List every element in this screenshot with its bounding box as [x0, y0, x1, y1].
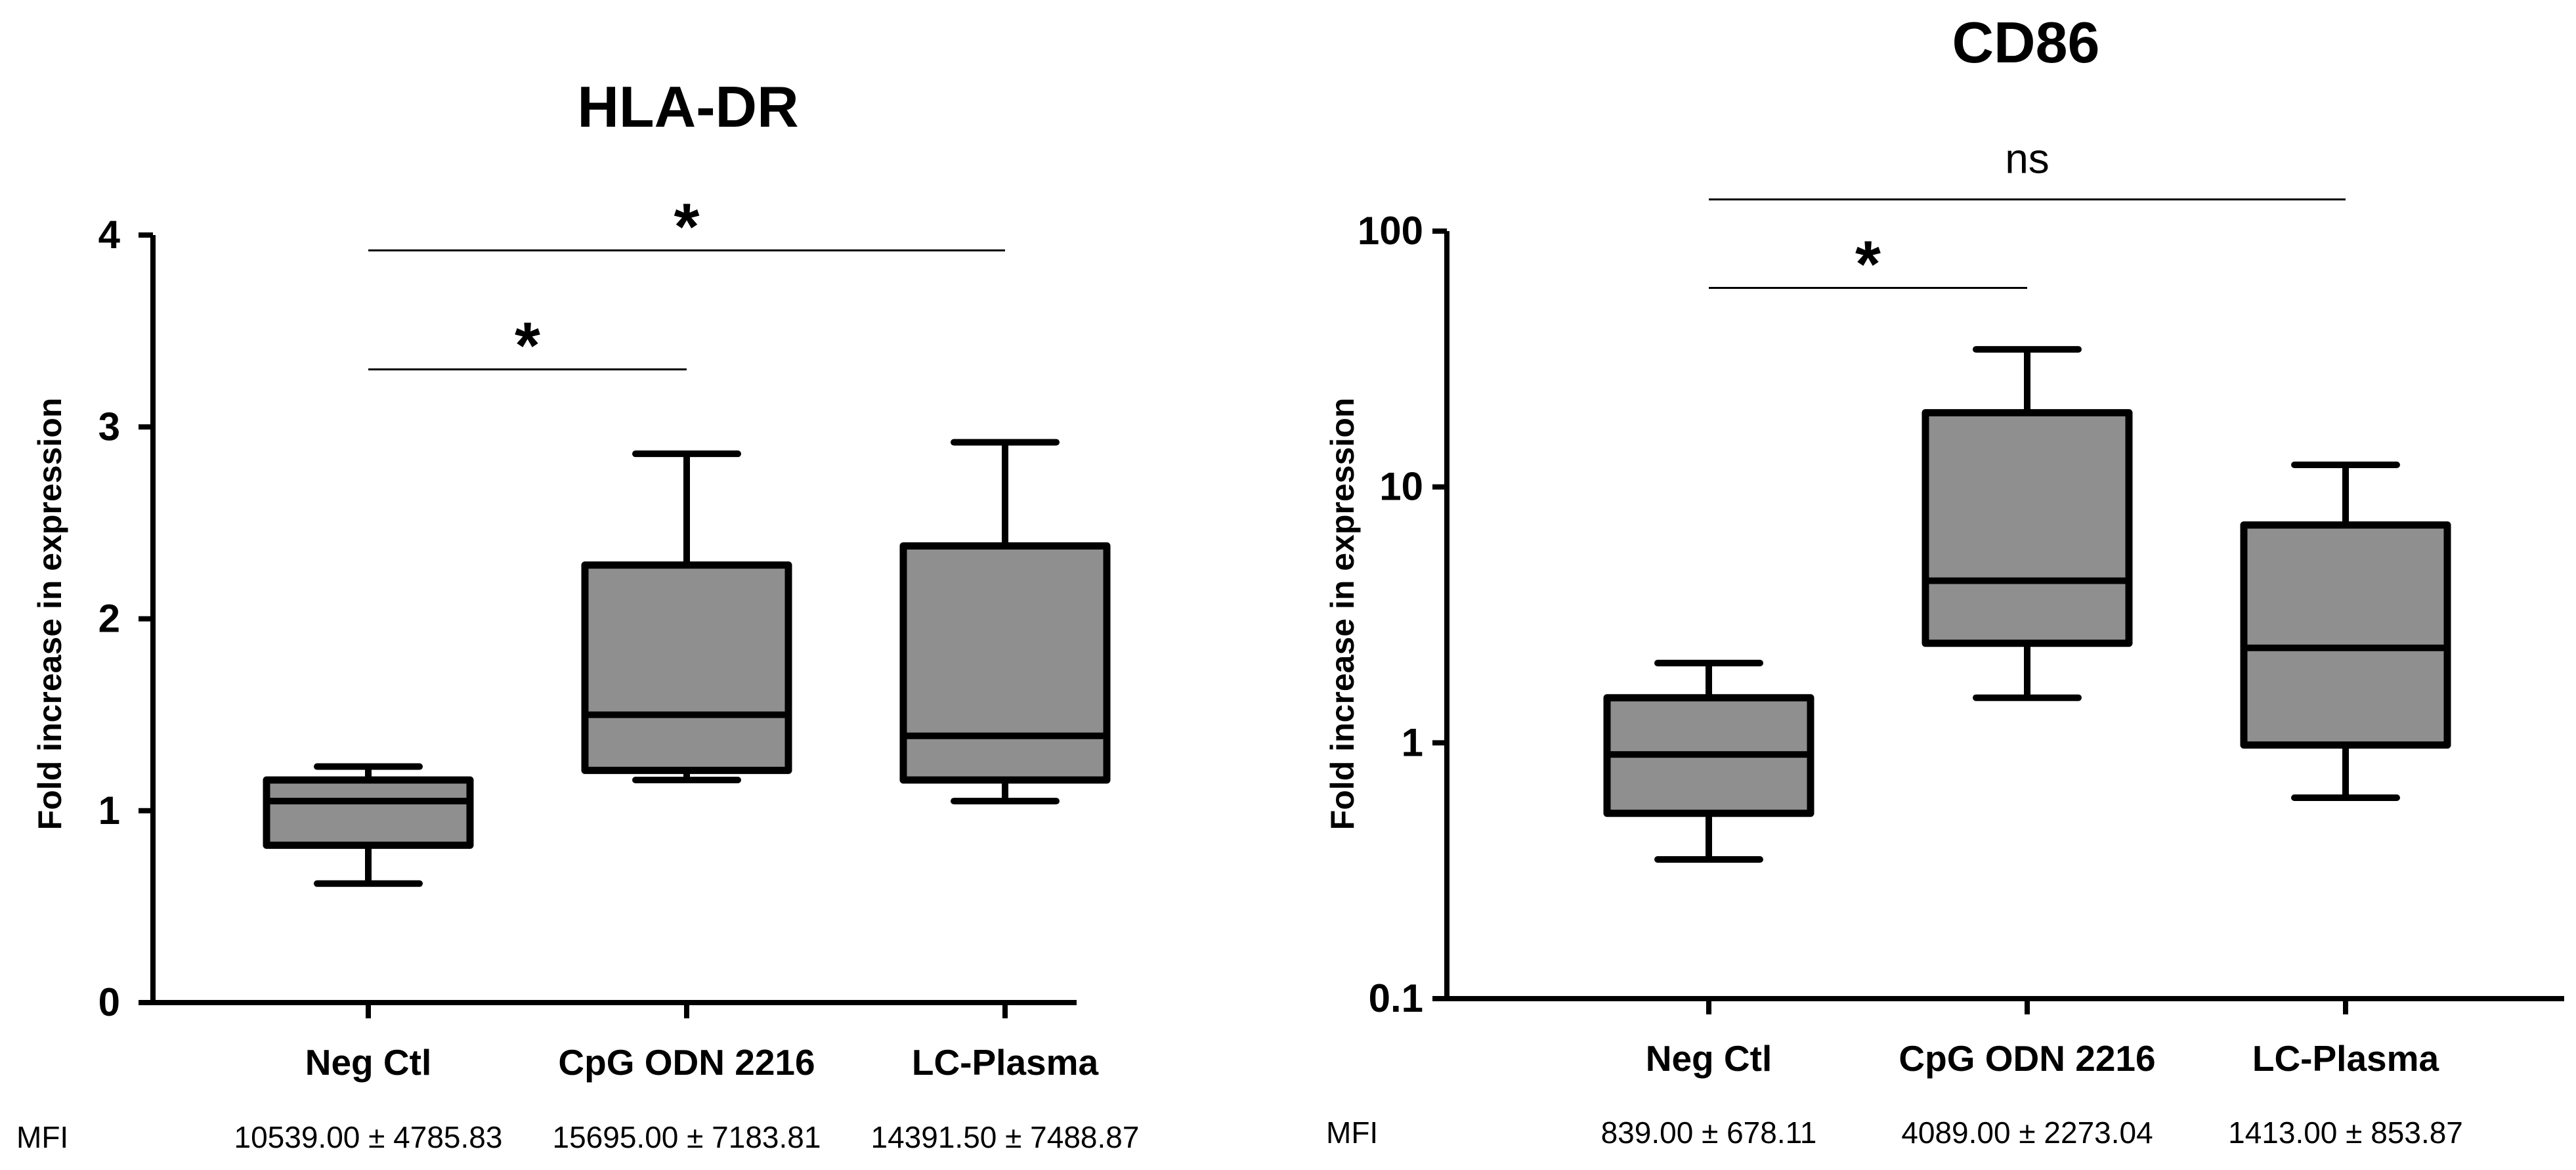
mfi-label: MFI — [16, 1120, 68, 1154]
y-tick-label: 0.1 — [1369, 976, 1423, 1020]
mfi-label: MFI — [1326, 1116, 1378, 1150]
box-plot-1 — [1921, 346, 2133, 701]
category-labels: Neg Ctl CpG ODN 2216 LC-Plasma — [305, 1042, 1099, 1083]
x-ticks — [366, 1003, 1008, 1018]
category-label: Neg Ctl — [305, 1042, 432, 1083]
mfi-row: MFI 839.00 ± 678.11 4089.00 ± 2273.04 14… — [1326, 1116, 2463, 1150]
y-tick-label: 2 — [98, 597, 120, 641]
box-iqr — [581, 561, 792, 774]
box-plot-2 — [899, 439, 1111, 805]
box-plot-1 — [581, 450, 792, 783]
significance-brackets: * ns — [1709, 135, 2346, 301]
box-iqr — [899, 542, 1111, 784]
box-iqr — [263, 776, 474, 849]
chart-hla-dr: HLA-DR Fold increase in expression 0 1 2 3 4… — [16, 74, 1139, 1154]
significance-label: * — [674, 190, 700, 263]
mfi-value: 839.00 ± 678.11 — [1601, 1116, 1817, 1150]
category-label: Neg Ctl — [1646, 1038, 1772, 1079]
category-label: LC-Plasma — [912, 1042, 1099, 1083]
significance-brackets: ** — [368, 190, 1005, 383]
y-ticks: 0 1 2 3 4 — [98, 213, 153, 1024]
category-labels: Neg Ctl CpG ODN 2216 LC-Plasma — [1646, 1038, 2439, 1079]
category-label: CpG ODN 2216 — [1899, 1038, 2155, 1079]
box-plot-0 — [263, 763, 474, 887]
significance-label: ns — [2005, 135, 2050, 183]
y-axis-label: Fold increase in expression — [32, 398, 68, 831]
y-tick-label: 0 — [98, 980, 120, 1024]
mfi-value: 4089.00 ± 2273.04 — [1901, 1116, 2153, 1150]
mfi-row: MFI 10539.00 ± 4785.83 15695.00 ± 7183.8… — [16, 1120, 1139, 1154]
mfi-value: 14391.50 ± 7488.87 — [871, 1120, 1140, 1154]
y-tick-label: 4 — [98, 213, 121, 257]
mfi-value: 15695.00 ± 7183.81 — [553, 1120, 821, 1154]
y-tick-label: 100 — [1358, 209, 1423, 253]
y-tick-label: 10 — [1379, 465, 1423, 509]
chart-title: HLA-DR — [577, 74, 798, 139]
box-iqr — [1921, 409, 2133, 647]
chart-title: CD86 — [1952, 10, 2100, 75]
boxes — [1603, 346, 2451, 863]
x-ticks — [1706, 999, 2348, 1014]
y-tick-label: 1 — [98, 789, 120, 833]
category-label: LC-Plasma — [2252, 1038, 2439, 1079]
category-label: CpG ODN 2216 — [558, 1042, 815, 1083]
y-tick-label: 3 — [98, 404, 120, 448]
mfi-value: 1413.00 ± 853.87 — [2228, 1116, 2463, 1150]
box-iqr — [2240, 521, 2451, 749]
box-plot-0 — [1603, 659, 1814, 863]
y-axis-label: Fold increase in expression — [1324, 398, 1361, 831]
y-ticks: 0.1 1 10 100 — [1358, 209, 1447, 1020]
chart-cd86: CD86 Fold increase in expression 0.1 1 10 1… — [1324, 10, 2564, 1150]
significance-label: * — [515, 309, 540, 383]
box-plot-2 — [2240, 462, 2451, 801]
boxes — [263, 439, 1111, 887]
y-tick-label: 1 — [1402, 720, 1423, 764]
significance-label: * — [1855, 227, 1881, 301]
mfi-value: 10539.00 ± 4785.83 — [234, 1120, 503, 1154]
